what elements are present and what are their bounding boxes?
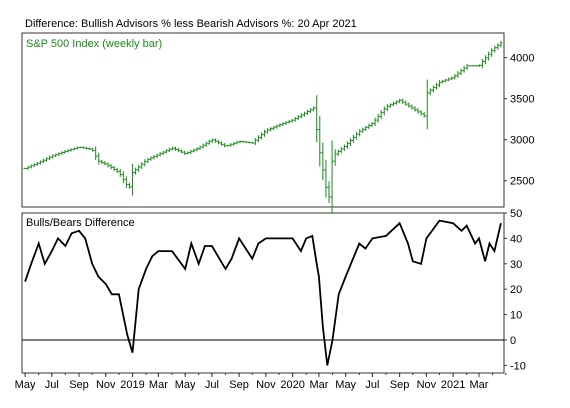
- x-tick-label: May: [175, 379, 196, 391]
- diff-y-tick-label: -10: [510, 360, 526, 372]
- price-y-tick-label: 4000: [510, 53, 534, 65]
- x-axis: May Jul Sep Nov 2019 Mar May Jul Sep Nov 2020 Mar Ma…: [15, 373, 507, 391]
- x-tick-label: May: [15, 379, 36, 391]
- x-tick-label: Sep: [229, 379, 249, 391]
- diff-y-tick-label: 40: [510, 233, 522, 245]
- chart-title: Difference: Bullish Advisors % less Bear…: [25, 18, 357, 30]
- x-tick-label: Sep: [69, 379, 89, 391]
- x-tick-label: 2019: [120, 379, 144, 391]
- diff-y-axis: -10 0 10 20 30 40 50: [504, 208, 526, 372]
- diff-series-line: [24, 219, 502, 366]
- x-tick-label: Jul: [45, 379, 59, 391]
- price-y-tick-label: 3500: [510, 94, 534, 106]
- x-tick-label: May: [335, 379, 356, 391]
- diff-y-tick-label: 50: [510, 208, 522, 220]
- diff-panel-frame: [21, 212, 505, 374]
- diff-y-tick-label: 10: [510, 310, 522, 322]
- price-panel-label: S&P 500 Index (weekly bar): [26, 38, 162, 50]
- x-tick-label: Nov: [256, 379, 276, 391]
- price-y-tick-label: 2500: [510, 176, 534, 188]
- x-tick-label: Sep: [390, 379, 410, 391]
- diff-panel: Bulls/Bears Difference -10 0 10 20 30 40 50: [21, 208, 526, 374]
- x-tick-label: Mar: [149, 379, 168, 391]
- diff-y-tick-label: 30: [510, 259, 522, 271]
- x-tick-label: 2021: [441, 379, 465, 391]
- price-y-tick-label: 3000: [510, 135, 534, 147]
- x-tick-label: Nov: [96, 379, 116, 391]
- diff-y-tick-label: 20: [510, 284, 522, 296]
- price-panel-frame: [21, 32, 505, 208]
- price-panel: S&P 500 Index (weekly bar) 2500 3000 3500 4…: [21, 32, 534, 218]
- price-y-axis: 2500 3000 3500 4000: [504, 53, 534, 188]
- price-series: [23, 40, 503, 218]
- x-tick-label: Nov: [417, 379, 437, 391]
- x-tick-label: Jul: [205, 379, 219, 391]
- x-tick-label: Jul: [365, 379, 379, 391]
- x-tick-label: Mar: [470, 379, 489, 391]
- x-tick-label: 2020: [280, 379, 304, 391]
- x-tick-label: Mar: [309, 379, 328, 391]
- diff-panel-label: Bulls/Bears Difference: [26, 217, 135, 229]
- diff-y-tick-label: 0: [510, 335, 516, 347]
